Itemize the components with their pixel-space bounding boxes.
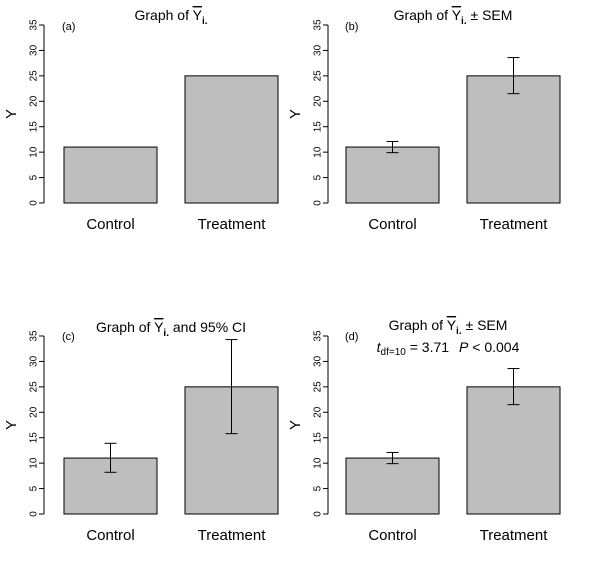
panel-tag: (c) — [62, 331, 75, 343]
category-label: Control — [86, 527, 134, 544]
panel-d: 0 5 10 15 20 25 30 35 Y Control Treatment (d) Graph … — [287, 317, 561, 544]
y-tick-label: 25 — [313, 70, 324, 82]
title-prefix: Graph of — [394, 7, 452, 23]
y-axis-title: Y — [3, 109, 20, 119]
title-prefix: Graph of — [96, 319, 154, 335]
category-label: Treatment — [198, 216, 267, 233]
title-suffix: ± SEM — [462, 317, 508, 333]
y-tick-label: 5 — [29, 485, 40, 491]
y-tick-label: 15 — [313, 121, 324, 133]
y-axis-title: Y — [287, 109, 304, 119]
bar-treatment — [466, 386, 561, 515]
y-tick-label: 35 — [29, 330, 40, 342]
y-tick-label: 0 — [29, 511, 40, 517]
chart-title: Graph of Yi. — [134, 7, 207, 27]
y-tick-label: 0 — [29, 200, 40, 206]
panel-b: 0 5 10 15 20 25 30 35 Y Control Treatment (b) Graph … — [287, 7, 561, 233]
y-tick-label: 20 — [29, 406, 40, 418]
panel-tag: (d) — [345, 331, 358, 343]
title-ybar: Y — [452, 7, 462, 23]
y-tick-label: 5 — [29, 174, 40, 180]
title-sub: i. — [163, 328, 169, 339]
title-prefix: Graph of — [389, 317, 447, 333]
y-axis-title: Y — [3, 420, 20, 430]
title-sub: i. — [456, 326, 462, 337]
bar-control — [63, 146, 158, 204]
title-ybar: Y — [193, 7, 203, 23]
y-tick-label: 35 — [313, 19, 324, 31]
chart-title: Graph of Yi. and 95% CI — [96, 319, 246, 339]
title-sub: i. — [461, 16, 467, 27]
y-tick-label: 10 — [29, 146, 40, 158]
annotation-t-value: = 3.71 — [406, 339, 449, 355]
y-tick-label: 20 — [313, 406, 324, 418]
panel-tag: (a) — [62, 21, 75, 33]
annotation-t: t — [377, 339, 382, 355]
y-tick-label: 15 — [29, 432, 40, 444]
y-tick-label: 15 — [313, 432, 324, 444]
y-tick-label: 25 — [313, 381, 324, 393]
category-label: Treatment — [480, 216, 549, 233]
category-label: Treatment — [480, 527, 549, 544]
y-tick-label: 30 — [313, 355, 324, 367]
title-ybar: Y — [154, 319, 164, 335]
annotation-p: P — [459, 339, 469, 355]
bar-treatment — [466, 75, 561, 204]
y-tick-label: 30 — [29, 355, 40, 367]
y-tick-label: 5 — [313, 174, 324, 180]
bar-control — [345, 457, 440, 515]
title-suffix: ± SEM — [467, 7, 513, 23]
bar-control — [345, 146, 440, 204]
y-tick-label: 25 — [29, 70, 40, 82]
y-tick-label: 0 — [313, 200, 324, 206]
annotation-p-value: < 0.004 — [468, 339, 519, 355]
panel-tag: (b) — [345, 21, 358, 33]
category-label: Control — [368, 527, 416, 544]
stat-annotation: tdf=10 = 3.71 P < 0.004 — [377, 339, 520, 358]
y-tick-label: 20 — [29, 95, 40, 107]
y-tick-label: 30 — [313, 44, 324, 56]
title-sub: i. — [202, 16, 208, 27]
y-tick-label: 35 — [313, 330, 324, 342]
category-label: Treatment — [198, 527, 267, 544]
y-tick-label: 10 — [29, 457, 40, 469]
y-tick-label: 15 — [29, 121, 40, 133]
y-tick-label: 25 — [29, 381, 40, 393]
y-tick-label: 5 — [313, 485, 324, 491]
y-tick-label: 10 — [313, 146, 324, 158]
annotation-df: df=10 — [381, 347, 407, 358]
y-tick-label: 20 — [313, 95, 324, 107]
y-tick-label: 10 — [313, 457, 324, 469]
y-tick-label: 30 — [29, 44, 40, 56]
category-label: Control — [368, 216, 416, 233]
y-axis-title: Y — [287, 420, 304, 430]
panel-c: 0 5 10 15 20 25 30 35 Y Control Treatment (c) Graph … — [3, 319, 279, 544]
y-tick-label: 0 — [313, 511, 324, 517]
title-ybar: Y — [447, 317, 457, 333]
bar-treatment — [184, 75, 279, 204]
chart-title: Graph of Yi. ± SEM — [394, 7, 513, 27]
chart-title: Graph of Yi. ± SEM — [389, 317, 508, 337]
category-label: Control — [86, 216, 134, 233]
y-tick-label: 35 — [29, 19, 40, 31]
panel-a: 0 5 10 15 20 25 30 35 Y Control Treatment (a) Graph … — [3, 7, 279, 233]
title-prefix: Graph of — [134, 7, 192, 23]
title-suffix: and 95% CI — [169, 319, 246, 335]
